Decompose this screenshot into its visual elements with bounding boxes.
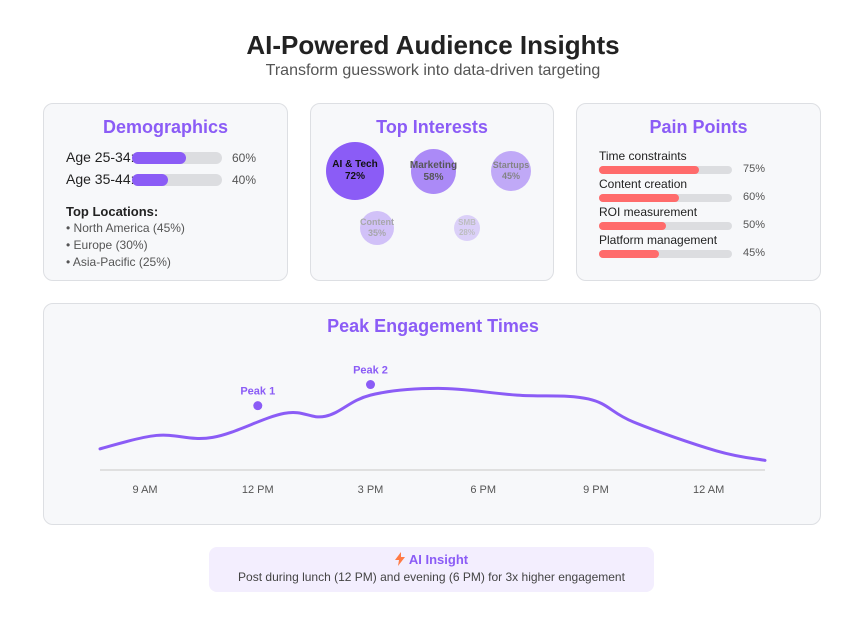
pain-point-row: ROI measurement 50%: [599, 205, 799, 233]
engagement-chart: Peak Engagement Times 9 AM 12 PM 3 PM 6 PM 9…: [98, 316, 767, 496]
engagement-chart-card: Peak Engagement Times 9 AM 12 PM 3 PM 6 PM 9…: [43, 303, 821, 525]
pain-point-row: Content creation 60%: [599, 177, 799, 205]
peak-label: Peak 2: [353, 365, 388, 377]
pain-point-percent: 75%: [743, 163, 766, 175]
age-percent: 60%: [232, 151, 257, 165]
interest-bubble-smb: SMB 28%: [454, 215, 480, 241]
interest-name: Startups: [492, 160, 530, 171]
interests-title: Top Interests: [376, 117, 488, 137]
pain-point-row: Platform management 45%: [599, 233, 799, 261]
ai-insight-callout: AI Insight Post during lunch (12 PM) and…: [209, 547, 654, 592]
interest-bubble-marketing: Marketing 58%: [409, 149, 458, 194]
interest-name: AI & Tech: [332, 159, 378, 170]
x-axis-ticks: 9 AM 12 PM 3 PM 6 PM 9 PM 12 AM: [133, 484, 725, 496]
x-tick-label: 9 AM: [133, 484, 158, 496]
age-bar-fill: [132, 152, 186, 164]
pain-bar-fill: [599, 166, 699, 174]
page-subtitle: Transform guesswork into data-driven tar…: [265, 62, 601, 79]
age-bar-track: [132, 174, 222, 186]
peak-annotations: Peak 1 Peak 2: [240, 365, 388, 411]
pain-bar-track: [599, 166, 732, 174]
peak-marker: [253, 401, 263, 411]
pain-point-percent: 45%: [743, 247, 766, 259]
pain-bar-track: [599, 222, 732, 230]
interest-name: Marketing: [409, 159, 458, 171]
x-tick-label: 3 PM: [358, 484, 384, 496]
pain-point-label: Time constraints: [599, 149, 687, 163]
interest-percent: 28%: [458, 228, 475, 237]
interest-percent: 35%: [367, 228, 386, 238]
interest-percent: 45%: [501, 171, 520, 181]
pain-point-label: Platform management: [599, 233, 718, 247]
interest-percent: 72%: [344, 171, 365, 182]
x-tick-label: 9 PM: [583, 484, 609, 496]
interests-card: Top Interests AI & Tech 72% Marketing 58…: [310, 103, 554, 281]
pain-points-card: Pain Points Time constraints 75% Content…: [576, 103, 821, 281]
pain-point-percent: 50%: [743, 219, 766, 231]
pain-point-percent: 60%: [743, 191, 766, 203]
pain-bar-fill: [599, 194, 679, 202]
peak-marker: [366, 380, 376, 390]
age-label: Age 25-34:: [66, 149, 135, 165]
chart-title: Peak Engagement Times: [327, 316, 539, 336]
pain-points-title: Pain Points: [649, 117, 748, 137]
ai-insight-title: AI Insight: [408, 552, 469, 567]
age-bar-fill: [132, 174, 168, 186]
age-percent: 40%: [232, 173, 257, 187]
location-item: • Europe (30%): [66, 238, 148, 252]
age-row-35-44: Age 35-44: 40%: [66, 171, 276, 189]
page-title: AI-Powered Audience Insights: [246, 30, 620, 60]
pain-bar-track: [599, 250, 732, 258]
age-row-25-34: Age 25-34: 60%: [66, 149, 276, 167]
ai-insight-header: AI Insight: [209, 552, 654, 569]
locations-title: Top Locations:: [66, 204, 159, 219]
interest-name: Content: [360, 217, 394, 228]
location-item: • North America (45%): [66, 221, 185, 235]
peak-label: Peak 1: [240, 386, 275, 398]
pain-point-label: Content creation: [599, 177, 688, 191]
interest-bubble-content: Content 35%: [360, 211, 394, 245]
ai-insight-text: Post during lunch (12 PM) and evening (6…: [238, 570, 625, 584]
location-item: • Asia-Pacific (25%): [66, 255, 171, 269]
lightning-bolt-icon: [394, 552, 405, 569]
interest-bubble-startups: Startups 45%: [491, 151, 531, 191]
demographics-title: Demographics: [102, 117, 229, 137]
pain-bar-fill: [599, 222, 666, 230]
age-bar-track: [132, 152, 222, 164]
pain-point-label: ROI measurement: [599, 205, 698, 219]
x-tick-label: 12 PM: [242, 484, 274, 496]
demographics-card: Demographics Age 25-34: 60% Age 35-44: 4…: [43, 103, 288, 281]
x-tick-label: 6 PM: [470, 484, 496, 496]
interest-bubble-ai-tech: AI & Tech 72%: [326, 142, 384, 200]
interest-name: SMB: [458, 218, 476, 228]
pain-bar-track: [599, 194, 732, 202]
interest-percent: 58%: [423, 171, 444, 183]
engagement-series-line: [98, 386, 767, 462]
x-tick-label: 12 AM: [693, 484, 724, 496]
pain-point-row: Time constraints 75%: [599, 149, 799, 177]
pain-bar-fill: [599, 250, 659, 258]
age-label: Age 35-44:: [66, 171, 135, 187]
